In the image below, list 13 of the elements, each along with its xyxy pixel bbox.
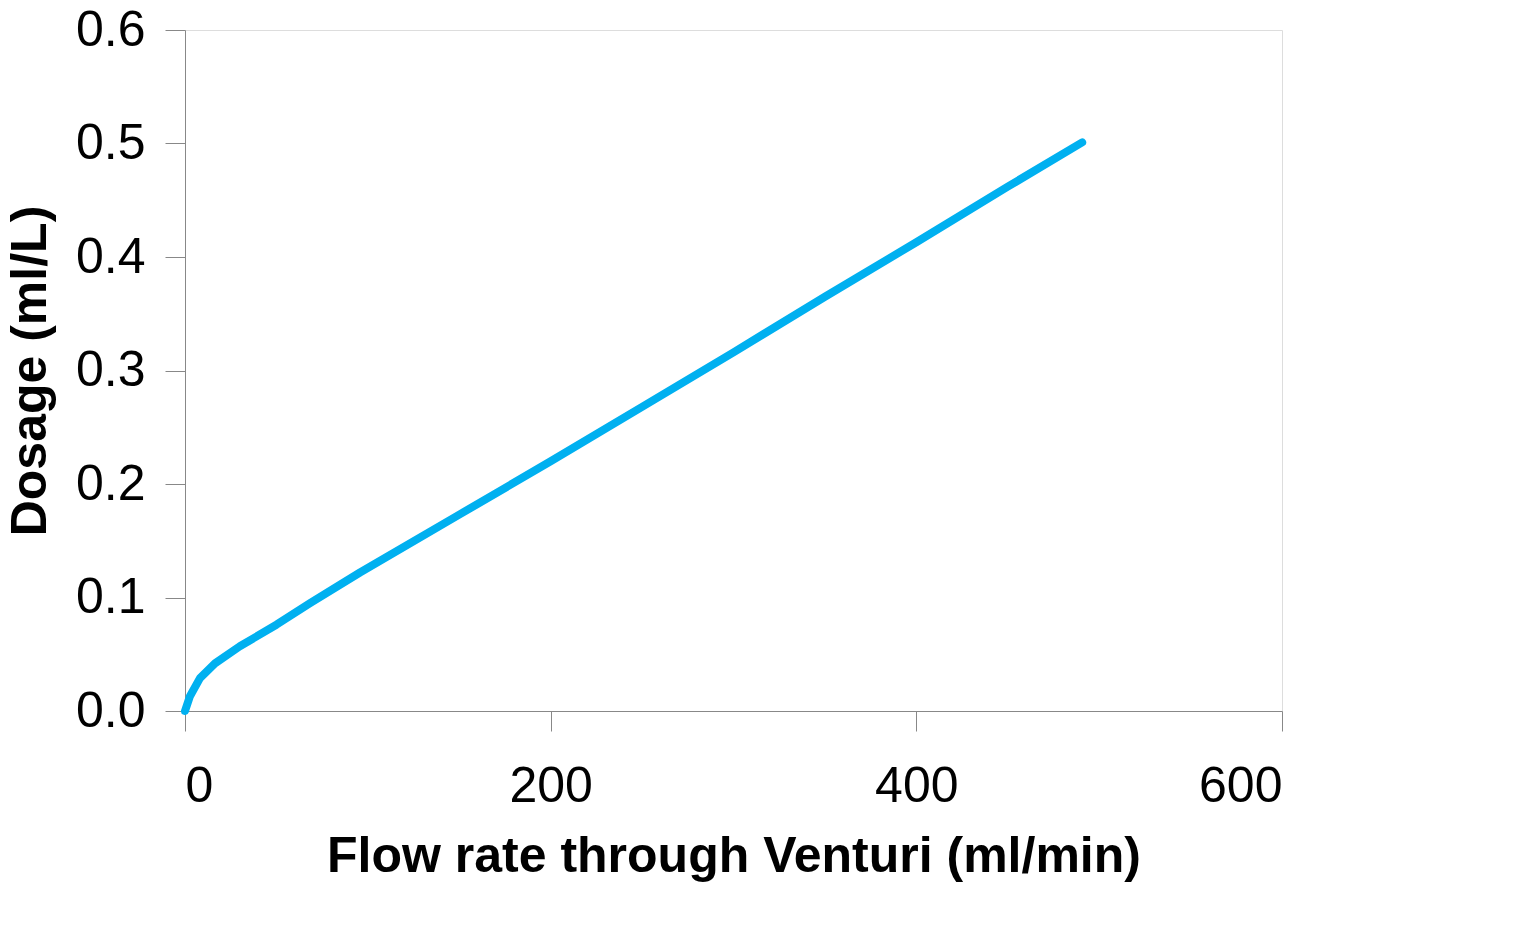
y-tick-label: 0.1 [75,568,146,624]
x-tick-label: 0 [185,756,214,813]
y-tick-label: 0.4 [75,227,146,284]
x-axis-title: Flow rate through Venturi (ml/min) [327,826,1141,883]
y-tick-label: 0.0 [75,681,146,738]
x-tick-label: 400 [875,756,959,813]
x-tick-label: 200 [509,756,593,813]
y-tick-label: 0.6 [75,0,146,57]
x-tick-label: 600 [1199,756,1283,813]
y-axis-title: Dosage (ml/L) [0,205,57,537]
y-tick-label: 0.3 [75,341,146,397]
y-tick-label: 0.2 [75,454,146,511]
y-tick-label: 0.5 [75,114,146,170]
